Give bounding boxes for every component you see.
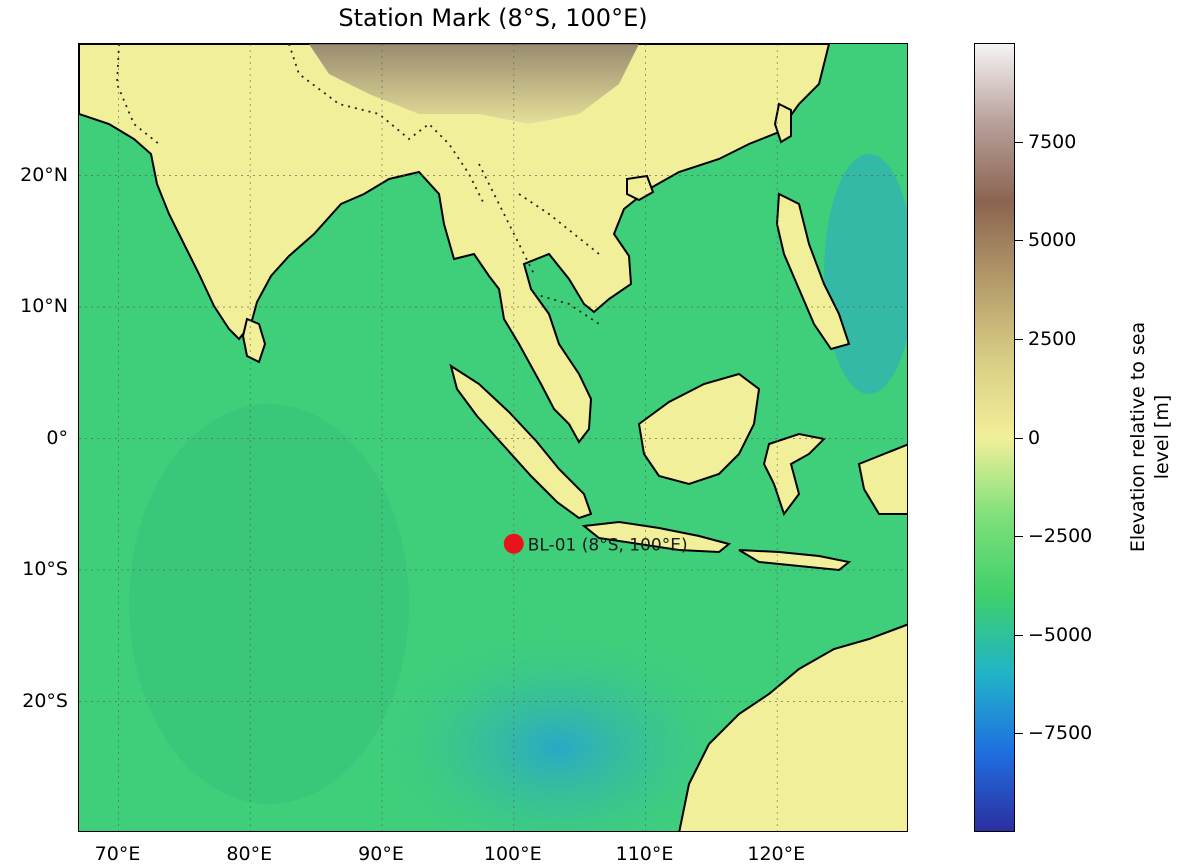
x-tick-label: 100°E <box>483 843 542 865</box>
colorbar-tick-label: 0 <box>1028 426 1041 449</box>
colorbar-title: Elevation relative to sea level [m] <box>1126 322 1174 552</box>
colorbar-tick-label: −2500 <box>1028 525 1093 548</box>
y-tick-label: 20°S <box>22 689 68 712</box>
station-label: BL-01 (8°S, 100°E) <box>528 536 688 556</box>
elevation-colorbar <box>974 43 1015 832</box>
colorbar-tick-label: −5000 <box>1028 623 1093 646</box>
x-tick-label: 110°E <box>615 843 674 865</box>
land-masses <box>79 44 907 831</box>
himalaya-plateau <box>309 44 639 124</box>
graticule <box>79 44 907 831</box>
colorbar-title-line-1: Elevation relative to sea <box>1127 321 1149 553</box>
landmass-java <box>581 520 732 554</box>
colorbar-tick-mark <box>1015 634 1023 636</box>
colorbar-tick-mark <box>1015 338 1023 340</box>
colorbar-tick-label: 7500 <box>1028 130 1077 153</box>
colorbar-tick-label: 2500 <box>1028 327 1077 350</box>
elevation-map: BL-01 (8°S, 100°E) <box>79 44 907 831</box>
landmass-australia <box>678 623 907 831</box>
colorbar-tick-mark <box>1015 437 1023 439</box>
country-borders <box>116 44 600 325</box>
colorbar-tick-label: 5000 <box>1028 229 1077 252</box>
y-tick-label: 10°S <box>22 558 68 580</box>
ocean-basin-west <box>129 404 409 804</box>
y-tick-label: 0° <box>46 426 68 449</box>
map-title: Station Mark (8°S, 100°E) <box>338 4 648 32</box>
colorbar-tick-label: −7500 <box>1028 722 1093 745</box>
map-panel: BL-01 (8°S, 100°E) <box>78 43 908 832</box>
x-tick-label: 80°E <box>226 843 273 865</box>
colorbar-tick-mark <box>1015 141 1023 143</box>
colorbar-title-line-2: level [m] <box>1151 394 1173 480</box>
x-tick-label: 120°E <box>747 843 806 865</box>
x-tick-label: 90°E <box>358 843 404 865</box>
x-tick-label: 70°E <box>94 843 141 865</box>
landmass-hainan <box>626 174 655 202</box>
colorbar-tick-mark <box>1015 536 1023 538</box>
landmass-lesser-sunda <box>738 549 852 572</box>
landmass-borneo <box>637 372 761 486</box>
landmass-philippines <box>775 192 851 351</box>
landmass-taiwan <box>773 102 792 144</box>
colorbar-tick-mark <box>1015 733 1023 735</box>
colorbar-tick-mark <box>1015 240 1023 242</box>
station-marker[interactable] <box>503 533 524 554</box>
station-marker-group[interactable]: BL-01 (8°S, 100°E) <box>503 533 688 556</box>
y-tick-label: 20°N <box>20 163 68 186</box>
y-tick-label: 10°N <box>20 295 68 317</box>
landmass-sulawesi <box>762 432 827 517</box>
landmass-sri-lanka <box>241 317 267 364</box>
landmass-new-guinea <box>857 443 907 515</box>
